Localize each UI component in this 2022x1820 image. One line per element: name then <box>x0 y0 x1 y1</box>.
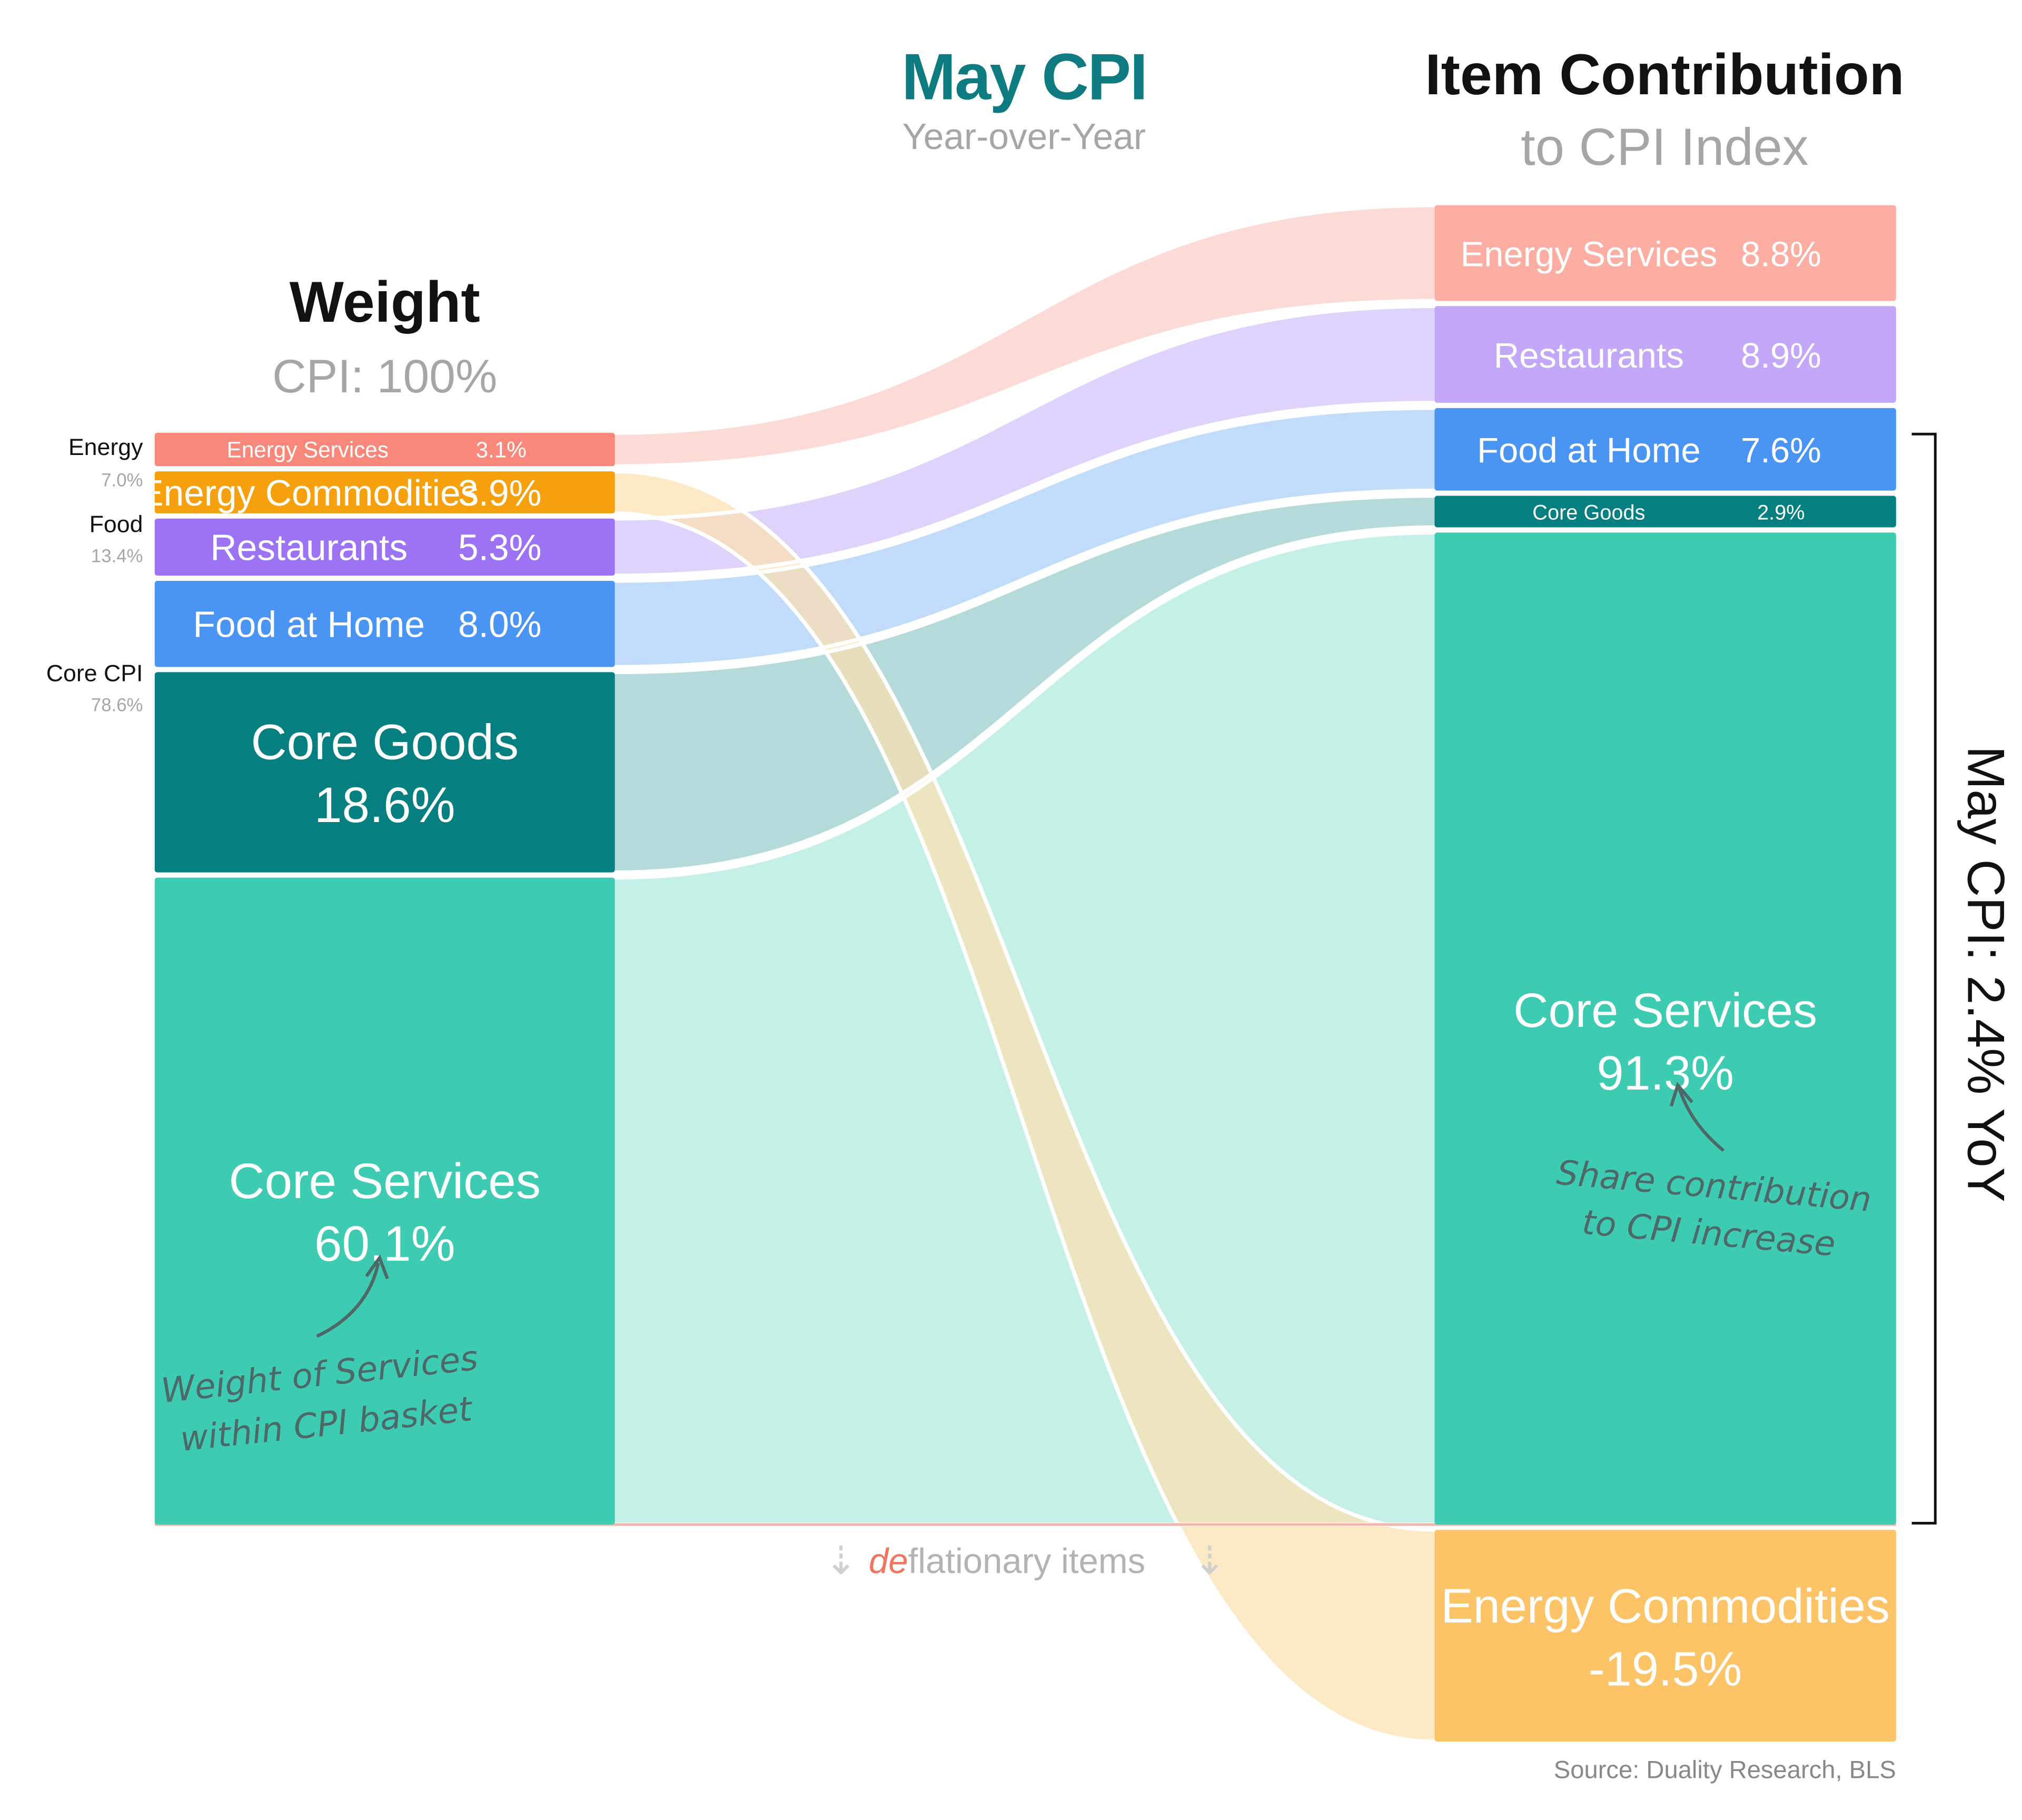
right-bar-restaurants <box>1434 306 1896 403</box>
left-value-energy-commodities: 3.9% <box>458 472 541 513</box>
left-bar-energy-commodities <box>154 471 615 513</box>
group-label-core-cpi: Core CPI <box>46 661 143 687</box>
right-bar-energy-commodities <box>1434 1529 1896 1742</box>
left-bar-energy-services <box>154 432 615 467</box>
left-bar-core-services <box>154 877 615 1525</box>
left-label-energy-commodities: Energy Commodities <box>139 472 479 513</box>
flow-edge-energy-services <box>614 203 1435 435</box>
flow-energy-commodities <box>614 471 1435 1742</box>
annotation-arrow-right <box>1677 1087 1725 1152</box>
right-value-core-services: 91.3% <box>1597 1046 1733 1100</box>
group-label-food: Food <box>90 511 143 537</box>
right-contribution-bars: Energy Services 8.8% Energy Commodities -19… <box>1434 205 1896 1742</box>
group-label-energy: Energy <box>68 434 143 460</box>
arrow-head-icon <box>365 1254 389 1280</box>
group-value-core-cpi: 78.6% <box>91 696 143 716</box>
left-label-core-goods: Core Goods <box>251 715 519 770</box>
right-value-restaurants: 8.9% <box>1741 336 1821 375</box>
source-note: Source: Duality Research, BLS <box>1554 1756 1896 1784</box>
svg-text:deflationary items: deflationary items <box>869 1541 1145 1581</box>
right-header-subtitle: to CPI Index <box>1521 118 1808 176</box>
left-value-food-at-home: 8.0% <box>458 604 541 645</box>
left-label-restaurants: Restaurants <box>210 527 408 568</box>
right-value-food-at-home: 7.6% <box>1741 431 1821 470</box>
flow-edge-restaurants <box>614 304 1435 521</box>
left-bar-core-goods <box>154 672 615 873</box>
deflationary-label: ⇣ deflationary items ⇣ <box>825 1539 1226 1582</box>
left-value-core-services: 60.1% <box>314 1216 455 1271</box>
left-label-food-at-home: Food at Home <box>193 604 425 645</box>
flow-edge-food-at-home <box>614 488 1435 669</box>
right-bar-core-goods <box>1434 496 1896 528</box>
right-label-energy-services: Energy Services <box>1460 234 1717 274</box>
left-bar-restaurants <box>154 518 615 576</box>
group-value-food: 13.4% <box>91 547 143 567</box>
right-value-core-goods: 2.9% <box>1757 501 1805 524</box>
annotation-arrow-left <box>316 1262 380 1338</box>
down-arrow-icon: ⇣ <box>825 1539 857 1582</box>
flow-core-goods <box>614 496 1435 873</box>
cpi-bracket <box>1911 432 1937 1525</box>
deflationary-prefix: de <box>869 1541 908 1581</box>
right-bar-energy-services <box>1434 205 1896 301</box>
right-label-energy-commodities: Energy Commodities <box>1441 1579 1890 1633</box>
flow-edge-energy-services <box>614 299 1435 468</box>
arrow-head-icon <box>1669 1082 1693 1107</box>
flow-layer <box>154 203 1896 1744</box>
flow-edge-restaurants <box>614 401 1435 578</box>
flow-edge-core-goods <box>614 493 1435 675</box>
left-value-energy-services: 3.1% <box>476 437 527 462</box>
flow-edge-core-goods <box>614 525 1435 875</box>
left-weight-bars: Energy Services 3.1% Energy Commodities3.9… <box>139 432 615 1525</box>
right-label-food-at-home: Food at Home <box>1477 431 1701 470</box>
left-value-core-goods: 18.6% <box>314 777 455 833</box>
left-bar-food-at-home <box>154 580 615 667</box>
right-value-energy-commodities: -19.5% <box>1589 1642 1742 1696</box>
right-label-restaurants: Restaurants <box>1494 336 1684 375</box>
bracket-label: May CPI: 2.4% YoY <box>1956 746 2015 1202</box>
right-label-core-services: Core Services <box>1513 984 1817 1037</box>
right-bar-core-services <box>1434 532 1896 1525</box>
right-label-core-goods: Core Goods <box>1532 501 1645 524</box>
chart-title: May CPI <box>901 41 1146 114</box>
down-arrow-icon: ⇣ <box>1193 1539 1226 1582</box>
left-header-title: Weight <box>290 270 480 334</box>
chart-subtitle: Year-over-Year <box>903 116 1146 157</box>
flow-edge-core-services <box>614 530 1435 880</box>
right-bar-food-at-home <box>1434 408 1896 491</box>
deflationary-rest: flationary items <box>908 1541 1145 1581</box>
group-value-energy: 7.0% <box>101 471 143 491</box>
left-header-subtitle: CPI: 100% <box>272 350 497 402</box>
flow-energy-services <box>614 205 1435 467</box>
right-header-title: Item Contribution <box>1425 43 1904 107</box>
flow-restaurants <box>614 306 1435 576</box>
right-value-energy-services: 8.8% <box>1741 234 1821 274</box>
flow-edge-food-at-home <box>614 406 1435 583</box>
left-value-restaurants: 5.3% <box>458 527 541 568</box>
flow-edge-energy-commodities <box>614 511 1435 1744</box>
left-label-core-services: Core Services <box>229 1153 541 1209</box>
flow-edge-energy-commodities <box>614 469 1435 1532</box>
left-label-energy-services: Energy Services <box>227 437 389 462</box>
